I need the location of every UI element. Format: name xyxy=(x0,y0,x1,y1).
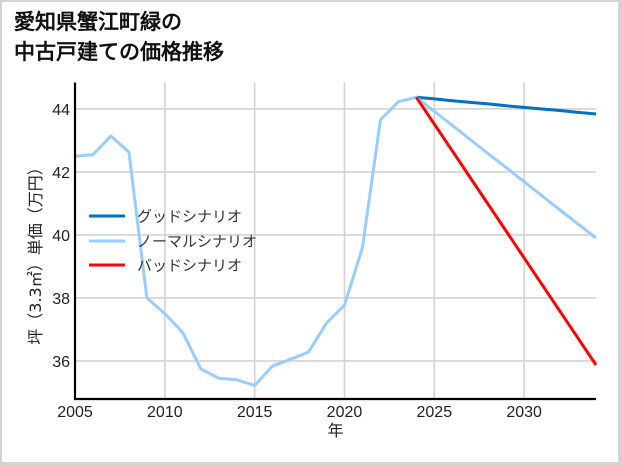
y-tick-labels: 36 38 40 42 44 xyxy=(52,102,70,371)
chart-title-line-1: 愛知県蟹江町緑の xyxy=(14,10,182,34)
legend-item: グッドシナリオ xyxy=(89,208,242,226)
axes xyxy=(73,82,596,401)
x-tick-label: 2030 xyxy=(506,404,542,421)
chart-title: 愛知県蟹江町緑の 中古戸建ての価格推移 xyxy=(14,7,224,67)
y-axis-label: 坪（3.3㎡）単価（万円） xyxy=(26,159,45,344)
y-tick-label: 36 xyxy=(52,354,70,371)
series-line-2 xyxy=(415,96,598,366)
y-tick-label: 44 xyxy=(52,102,70,119)
legend-label: ノーマルシナリオ xyxy=(137,233,257,251)
x-axis-label: 年 xyxy=(327,421,343,440)
series-line-1 xyxy=(74,95,597,388)
legend-item: ノーマルシナリオ xyxy=(89,233,257,251)
series-line-0 xyxy=(416,95,597,116)
x-tick-label: 2005 xyxy=(57,404,93,421)
legend-label: グッドシナリオ xyxy=(137,208,242,226)
chart-title-line-2: 中古戸建ての価格推移 xyxy=(14,40,224,64)
y-tick-label: 40 xyxy=(52,228,70,245)
x-tick-label: 2015 xyxy=(237,404,273,421)
x-tick-label: 2020 xyxy=(327,404,363,421)
legend-item: バッドシナリオ xyxy=(89,257,242,275)
x-tick-label: 2010 xyxy=(147,404,183,421)
legend-label: バッドシナリオ xyxy=(137,257,242,275)
data-series xyxy=(74,95,598,388)
x-tick-label: 2025 xyxy=(417,404,453,421)
x-tick-labels: 2005 2010 2015 2020 2025 2030 xyxy=(57,404,542,421)
y-tick-label: 42 xyxy=(52,165,70,182)
y-tick-label: 38 xyxy=(52,291,70,308)
